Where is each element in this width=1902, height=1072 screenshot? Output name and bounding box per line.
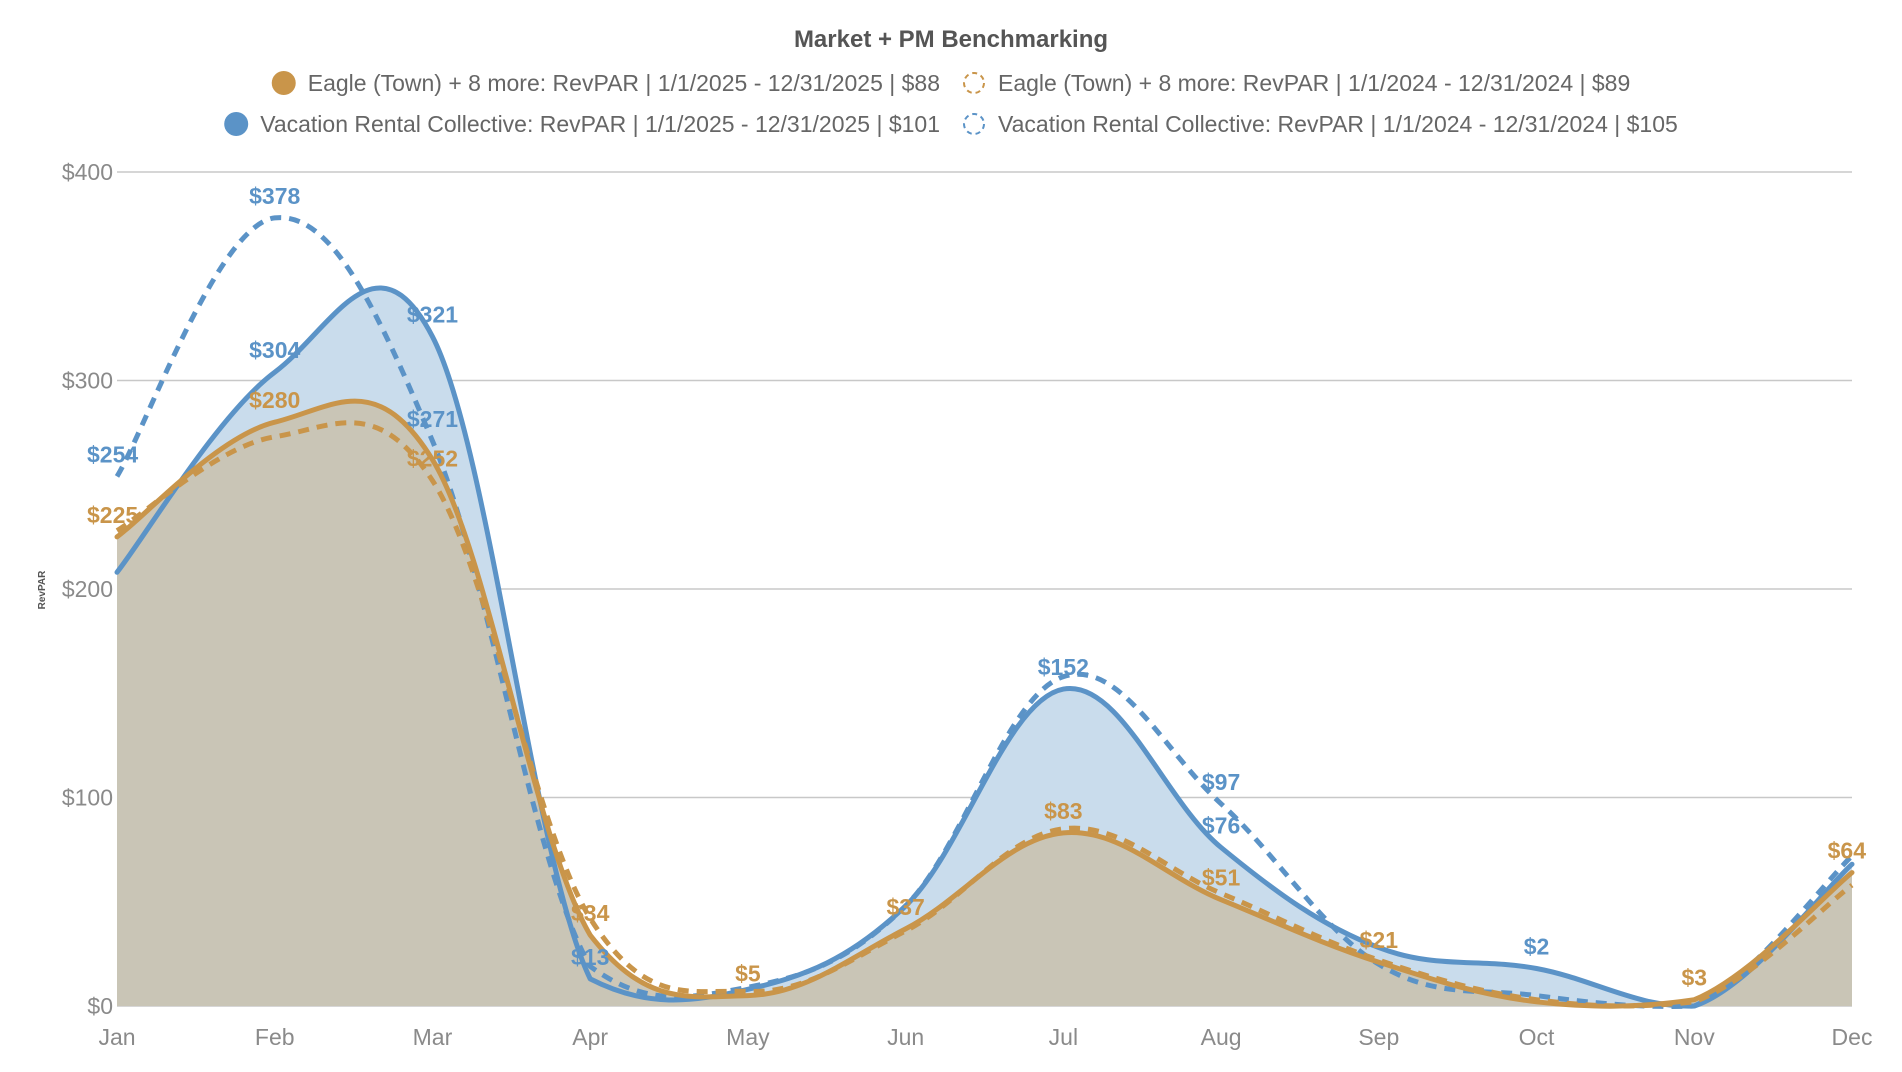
legend-label: Eagle (Town) + 8 more: RevPAR | 1/1/2025… xyxy=(308,70,940,96)
data-label: $34 xyxy=(571,900,610,926)
x-tick-label: Sep xyxy=(1358,1024,1399,1050)
chart-title: Market + PM Benchmarking xyxy=(794,26,1108,53)
y-tick-label: $300 xyxy=(62,368,113,394)
y-tick-label: $100 xyxy=(62,785,113,811)
x-tick-label: Apr xyxy=(572,1024,608,1050)
data-label: $280 xyxy=(249,387,300,413)
data-label: $304 xyxy=(249,337,300,363)
data-label: $64 xyxy=(1828,838,1867,864)
legend-label: Vacation Rental Collective: RevPAR | 1/1… xyxy=(260,111,940,137)
x-tick-label: May xyxy=(726,1024,770,1050)
legend-marker xyxy=(963,72,985,94)
y-axis: $0 $100 $200 $300 $400 xyxy=(62,159,113,1019)
legend-item[interactable]: Eagle (Town) + 8 more: RevPAR | 1/1/2025… xyxy=(271,70,940,96)
x-tick-label: Mar xyxy=(413,1024,453,1050)
legend-marker xyxy=(963,113,985,135)
y-axis-label: RevPAR xyxy=(37,570,48,609)
data-label: $13 xyxy=(571,944,609,970)
y-tick-label: $400 xyxy=(62,159,113,185)
series-areas xyxy=(117,287,1852,1007)
legend-marker xyxy=(224,112,249,136)
y-tick-label: $0 xyxy=(87,993,113,1019)
data-label: $5 xyxy=(735,961,761,987)
x-axis: Jan Feb Mar Apr May Jun Jul Aug Sep Oct Nov Dec xyxy=(98,1024,1872,1050)
data-label: $321 xyxy=(407,302,458,328)
data-label: $3 xyxy=(1681,965,1707,991)
x-tick-label: Feb xyxy=(255,1024,295,1050)
legend-label: Vacation Rental Collective: RevPAR | 1/1… xyxy=(998,111,1678,137)
data-label: $51 xyxy=(1202,865,1241,891)
legend-item[interactable]: Vacation Rental Collective: RevPAR | 1/1… xyxy=(224,111,940,137)
data-label: $252 xyxy=(407,446,458,472)
data-label: $271 xyxy=(407,406,458,432)
series-area xyxy=(117,401,1852,1007)
x-tick-label: Jan xyxy=(98,1024,135,1050)
data-label: $37 xyxy=(886,894,924,920)
legend-label: Eagle (Town) + 8 more: RevPAR | 1/1/2024… xyxy=(998,70,1630,96)
legend-marker xyxy=(271,71,296,95)
series-line xyxy=(115,420,1854,1009)
data-label: $254 xyxy=(87,441,138,467)
x-tick-label: Aug xyxy=(1201,1024,1242,1050)
series-line xyxy=(114,215,1854,1009)
x-tick-label: Jul xyxy=(1049,1024,1078,1050)
data-label: $2 xyxy=(1524,933,1550,959)
data-label: $97 xyxy=(1202,769,1240,795)
x-tick-label: Nov xyxy=(1674,1024,1715,1050)
data-labels: $225 $280 $34 $5 $37 $83 $51 $21 $3 $64 $252 $304 $3… xyxy=(87,183,1866,991)
legend-item[interactable]: Eagle (Town) + 8 more: RevPAR | 1/1/2024… xyxy=(963,70,1630,96)
series-lines xyxy=(114,215,1855,1009)
data-label: $225 xyxy=(87,502,138,528)
legend-item[interactable]: Vacation Rental Collective: RevPAR | 1/1… xyxy=(963,111,1678,137)
data-label: $76 xyxy=(1202,813,1240,839)
data-label: $152 xyxy=(1038,654,1089,680)
data-label: $21 xyxy=(1360,927,1399,953)
x-tick-label: Jun xyxy=(887,1024,924,1050)
x-tick-label: Dec xyxy=(1832,1024,1873,1050)
data-label: $378 xyxy=(249,183,300,209)
legend[interactable]: Eagle (Town) + 8 more: RevPAR | 1/1/2025… xyxy=(224,70,1678,137)
data-label: $83 xyxy=(1044,798,1082,824)
x-tick-label: Oct xyxy=(1519,1024,1555,1050)
y-tick-label: $200 xyxy=(62,576,113,602)
